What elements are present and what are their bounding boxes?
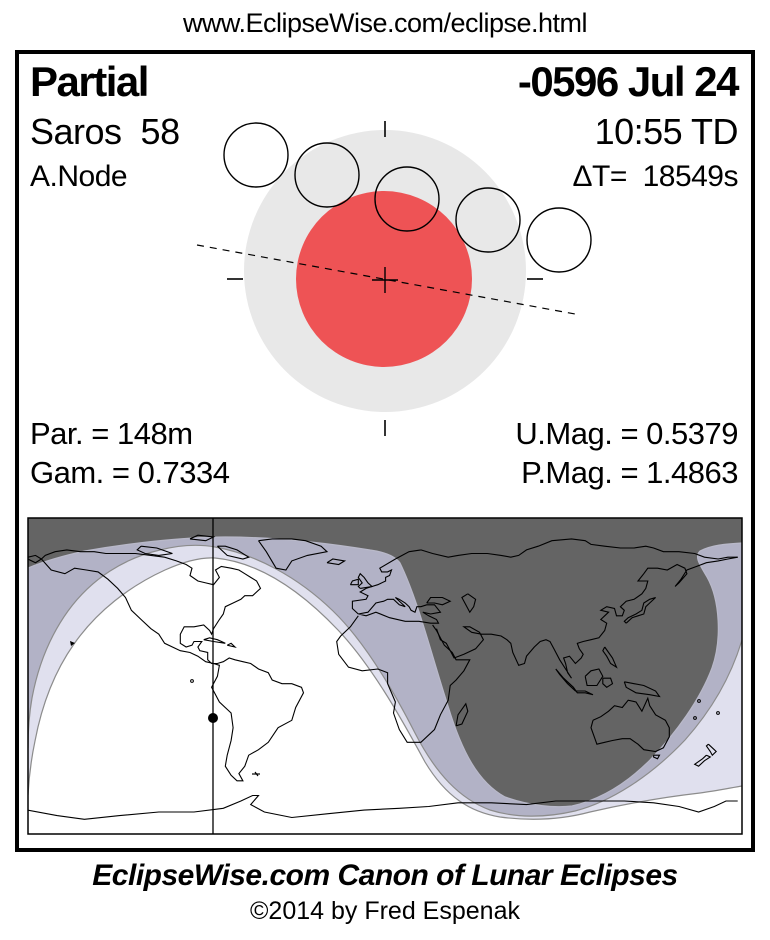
footer-title: EclipseWise.com Canon of Lunar Eclipses bbox=[92, 859, 678, 892]
coastline-sulawesi bbox=[602, 677, 614, 688]
coastline-iceland bbox=[326, 558, 347, 566]
coastline-new_guinea bbox=[623, 681, 661, 698]
coastline-nz_north bbox=[705, 743, 717, 757]
moon-contact-circle bbox=[526, 207, 592, 273]
footer-copyright: ©2014 by Fred Espenak bbox=[250, 897, 520, 925]
node-label: A.Node bbox=[30, 160, 128, 193]
gamma-stat: Gam. = 0.7334 bbox=[30, 455, 230, 490]
eclipse-shadow-diagram bbox=[196, 121, 592, 436]
coastline-madagascar bbox=[455, 702, 469, 727]
coastline-sumatra_java bbox=[555, 668, 594, 696]
coastline-uk bbox=[357, 572, 374, 589]
visibility-map bbox=[28, 518, 742, 834]
small-island-mark bbox=[697, 699, 701, 703]
coastline-ireland bbox=[349, 578, 359, 586]
eclipse-type-label: Partial bbox=[30, 58, 149, 105]
delta-t-label: ΔT= 18549s bbox=[572, 160, 739, 193]
small-island-mark bbox=[693, 716, 697, 720]
site-url: www.EclipseWise.com/eclipse.html bbox=[182, 8, 588, 38]
coastline-asia_arctic bbox=[420, 538, 738, 560]
penumbral-magnitude-stat: P.Mag. = 1.4863 bbox=[521, 455, 738, 490]
moon-contact-circle bbox=[223, 122, 289, 188]
zone-boundary bbox=[28, 536, 742, 808]
coastline-australia bbox=[590, 696, 670, 753]
coastline-borneo bbox=[584, 668, 604, 687]
zone-boundary bbox=[28, 557, 742, 820]
coastline-asia_south bbox=[435, 556, 738, 679]
coastline-mediterranean bbox=[358, 597, 442, 624]
hawaii-mark bbox=[70, 641, 75, 646]
moon-contact-circle bbox=[455, 187, 521, 253]
coastline-hispaniola bbox=[226, 642, 237, 648]
coastline-baffin bbox=[217, 545, 251, 560]
zone-boundary bbox=[28, 544, 742, 817]
coastline-europe_atlantic bbox=[351, 549, 421, 615]
sublunar-point-dot bbox=[208, 713, 218, 723]
coastline-africa bbox=[336, 615, 471, 743]
coastline-black_sea bbox=[426, 596, 452, 606]
map-frame bbox=[27, 517, 743, 835]
eclipse-date-label: -0596 Jul 24 bbox=[517, 58, 740, 105]
coastline-japan bbox=[623, 596, 656, 624]
coastline-tasmania bbox=[653, 754, 661, 760]
coastline-nz_south bbox=[693, 754, 712, 767]
umbra-circle bbox=[296, 191, 472, 367]
coastline-victoria_island bbox=[136, 545, 173, 556]
time-label: 10:55 TD bbox=[594, 111, 739, 152]
map-not-visible-zone bbox=[28, 518, 742, 807]
partial-duration-stat: Par. = 148m bbox=[30, 416, 193, 451]
coastline-chukotka bbox=[28, 554, 43, 564]
coastline-antarctica bbox=[28, 794, 738, 820]
moon-contact-circle bbox=[374, 166, 440, 232]
moon-contact-circle bbox=[294, 142, 360, 208]
coastline-philippines bbox=[602, 646, 618, 669]
small-island-mark bbox=[716, 711, 720, 715]
small-island-mark bbox=[190, 679, 194, 683]
falklands-mark bbox=[254, 771, 259, 777]
saros-label: Saros 58 bbox=[30, 111, 180, 152]
coastline-greenland bbox=[258, 538, 329, 571]
coastline-cuba bbox=[203, 637, 226, 644]
coastline-caspian bbox=[461, 593, 477, 614]
umbral-magnitude-stat: U.Mag. = 0.5379 bbox=[515, 416, 738, 451]
